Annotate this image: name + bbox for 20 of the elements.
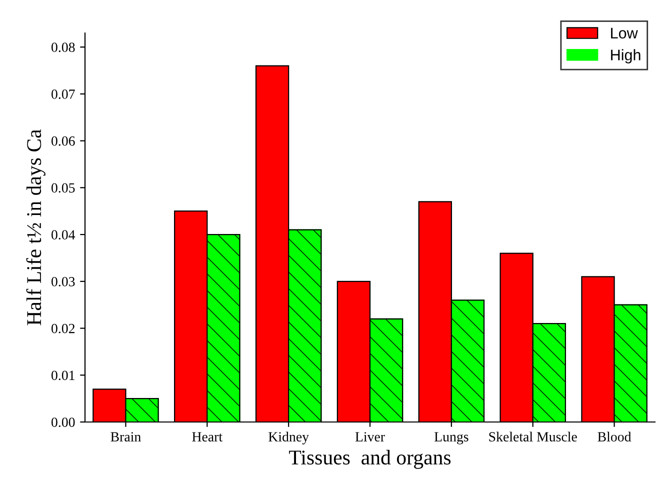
y-tick-label: 0.04 — [52, 230, 76, 240]
x-axis-title: Tissues and organs — [289, 450, 451, 469]
x-tick-label: Brain — [110, 432, 141, 442]
x-tick-label: Liver — [355, 432, 385, 442]
y-tick-label: 0.03 — [52, 276, 75, 286]
x-tick-label: Lungs — [434, 432, 468, 444]
x-tick-label: Kidney — [268, 432, 309, 444]
y-tick-label: 0.00 — [52, 418, 75, 428]
x-tick-label: Blood — [598, 432, 632, 442]
legend-label: High — [611, 49, 640, 64]
x-tick-label: Skeletal Muscle — [489, 432, 577, 442]
y-tick-label: 0.06 — [52, 136, 75, 146]
y-tick-label: 0.02 — [52, 324, 75, 334]
x-tick-label: Heart — [192, 432, 222, 442]
y-axis-title: Half Life t½ in days Ca — [26, 129, 46, 326]
y-tick-label: 0.05 — [52, 183, 75, 193]
legend-label: Low — [611, 28, 638, 39]
y-tick-label: 0.01 — [52, 370, 74, 380]
y-tick-label: 0.08 — [52, 42, 75, 52]
y-tick-label: 0.07 — [52, 90, 75, 99]
